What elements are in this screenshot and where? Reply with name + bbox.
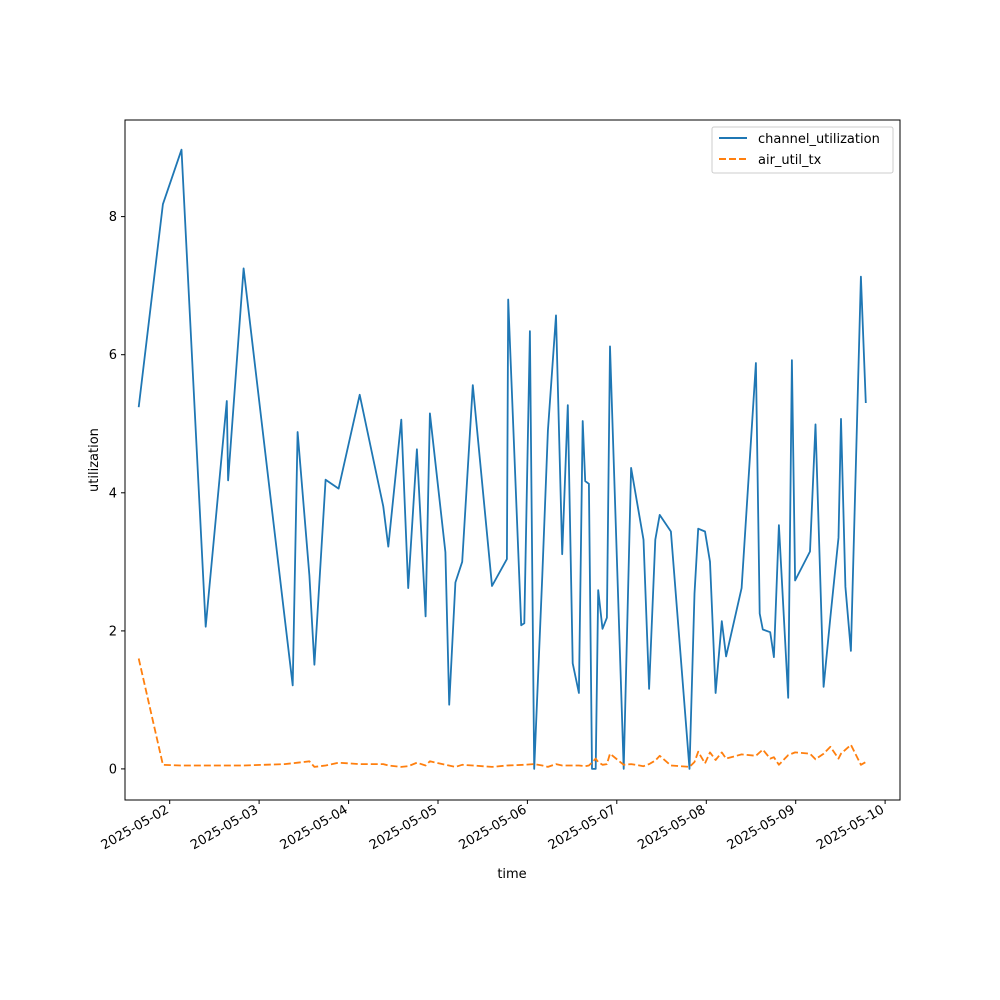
y-tick-label: 0 xyxy=(109,762,117,777)
series-layer xyxy=(137,148,867,770)
y-tick-label: 6 xyxy=(109,348,117,363)
plot-area xyxy=(124,119,901,801)
y-tick-label: 8 xyxy=(109,210,117,225)
y-tick-label: 4 xyxy=(109,486,117,501)
x-axis-label: time xyxy=(497,867,526,882)
y-axis: 0 2 4 6 8 xyxy=(109,210,125,777)
legend-label-air-util-tx: air_util_tx xyxy=(758,153,822,168)
legend-box xyxy=(711,126,894,174)
series-line-channel-utilization xyxy=(137,148,867,770)
y-axis-label: utilization xyxy=(87,428,102,492)
y-tick-label: 2 xyxy=(109,624,117,639)
axes-frame xyxy=(124,119,901,801)
legend-label-channel-utilization: channel_utilization xyxy=(758,132,880,147)
legend: channel_utilization air_util_tx xyxy=(711,126,894,174)
series-line-air-util-tx xyxy=(137,658,867,768)
